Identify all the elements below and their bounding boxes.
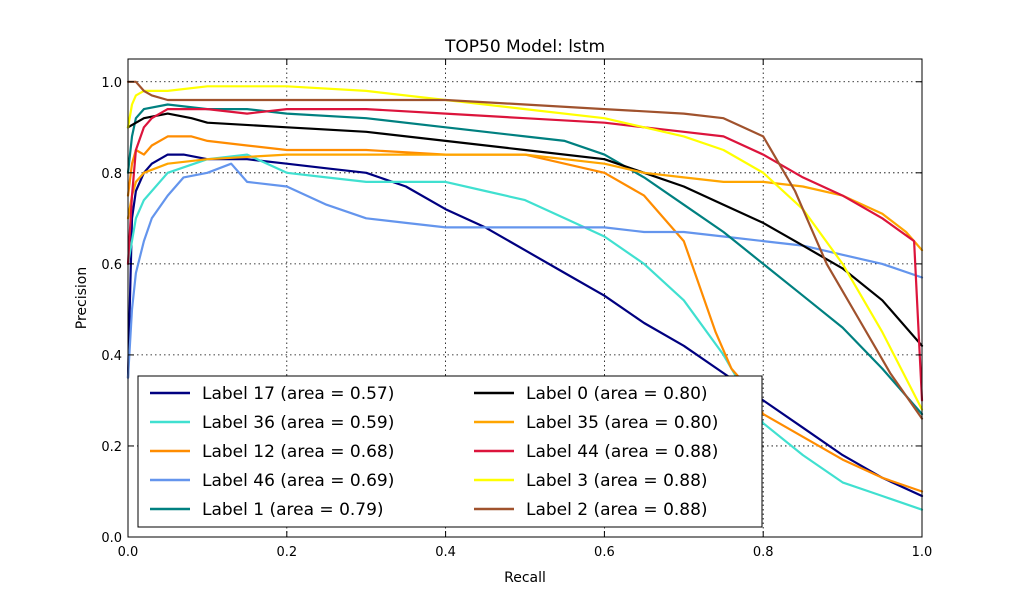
y-axis-title: Precision — [74, 267, 90, 329]
legend-label: Label 17 (area = 0.57) — [202, 384, 394, 404]
series-line-8 — [126, 108, 924, 402]
x-tick-label: 0.6 — [594, 545, 615, 560]
x-tick-label: 0.8 — [753, 545, 774, 560]
y-tick-label: 0.6 — [101, 258, 122, 273]
legend-label: Label 0 (area = 0.80) — [526, 384, 708, 404]
y-tick-label: 1.0 — [101, 76, 122, 91]
legend-label: Label 12 (area = 0.68) — [202, 442, 394, 462]
legend: Label 17 (area = 0.57) Label 36 (area = 0… — [137, 375, 763, 528]
series-group — [126, 80, 924, 511]
x-tick-label: 0.0 — [118, 545, 139, 560]
legend-label: Label 2 (area = 0.88) — [526, 500, 708, 520]
legend-label: Label 46 (area = 0.69) — [202, 471, 394, 491]
axis-ticks: 0.0 0.2 0.4 0.6 0.8 1.0 0.0 0.2 0.4 0.6 0.8 1.0 — [101, 59, 932, 560]
series-line-4 — [126, 162, 924, 379]
series-line-9 — [126, 85, 924, 411]
x-tick-label: 0.4 — [435, 545, 456, 560]
y-tick-label: 0.8 — [101, 167, 122, 182]
chart-title: TOP50 Model: lstm — [444, 37, 605, 57]
legend-label: Label 3 (area = 0.88) — [526, 471, 708, 491]
plot-frame — [127, 58, 923, 538]
legend-label: Label 44 (area = 0.88) — [526, 442, 718, 462]
legend-label: Label 1 (area = 0.79) — [202, 500, 384, 520]
series-line-10 — [126, 80, 924, 420]
legend-label: Label 35 (area = 0.80) — [526, 413, 718, 433]
y-tick-label: 0.4 — [101, 349, 122, 364]
legend-box — [137, 375, 763, 528]
x-tick-label: 1.0 — [912, 545, 933, 560]
series-line-5 — [126, 103, 924, 416]
x-axis-title: Recall — [504, 570, 546, 586]
y-tick-label: 0.2 — [101, 440, 122, 455]
series-line-6 — [126, 112, 924, 347]
x-tick-label: 0.2 — [276, 545, 297, 560]
legend-label: Label 36 (area = 0.59) — [202, 413, 394, 433]
y-tick-label: 0.0 — [101, 531, 122, 546]
series-line-7 — [126, 153, 924, 252]
series-line-2 — [126, 153, 924, 511]
